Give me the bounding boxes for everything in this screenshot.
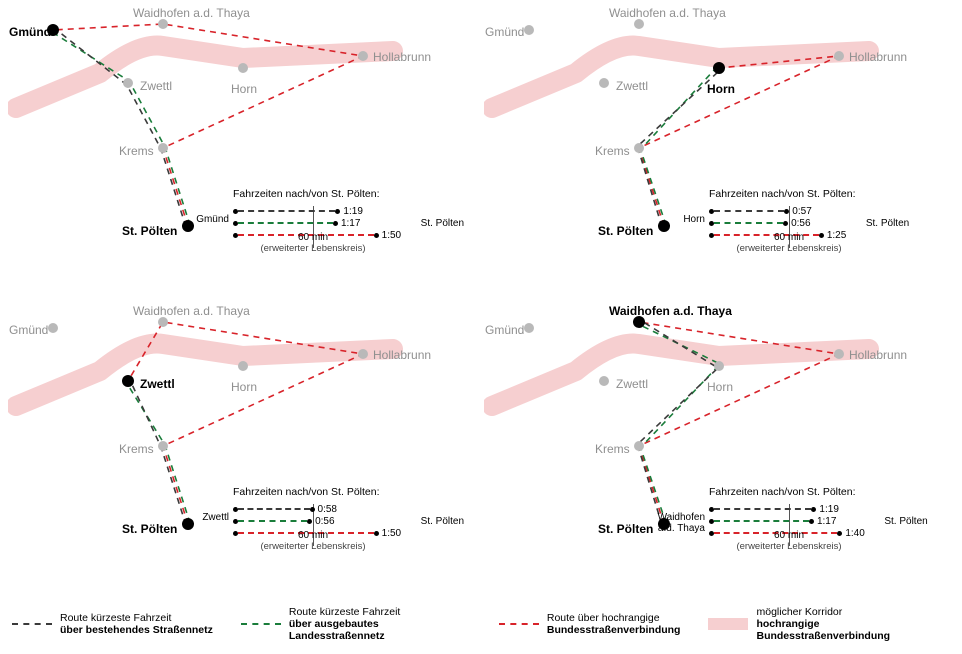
route-panel-3: Gmünd Waidhofen a.d. Thaya Zwettl Horn Holla… [484,306,954,598]
legend-text-bold: hochrangige Bundesstraßenverbindung [756,618,938,642]
travel-time-legend: Fahrzeiten nach/von St. Pölten:ZwettlSt.… [233,486,483,552]
legend-line-swatch [12,617,52,631]
legend-text-light: Route kürzeste Fahrzeit [289,606,471,618]
tt-time-red: 1:50 [382,528,401,539]
city-label-krems: Krems [119,144,154,158]
tt-time-green: 1:17 [817,516,836,527]
tt-time-black: 0:58 [318,504,337,515]
tt-time-green: 0:56 [315,516,334,527]
tt-time-black: 1:19 [819,504,838,515]
legend-item-0: Route kürzeste Fahrzeitüber bestehendes … [12,606,213,642]
bottom-legend: Route kürzeste Fahrzeitüber bestehendes … [8,598,954,646]
tt-time-black: 0:57 [792,206,811,217]
legend-text-bold: über ausgebautes Landesstraßennetz [289,618,471,642]
tt-dest: St. Pölten [421,516,464,527]
tt-origin: Horn [683,214,705,225]
city-label-zwettl: Zwettl [616,377,648,391]
city-label-zwettl: Zwettl [140,377,175,391]
city-label-krems: Krems [595,144,630,158]
tt-time-green: 1:17 [341,218,360,229]
tt-title: Fahrzeiten nach/von St. Pölten: [233,486,483,498]
legend-item-2: Route über hochrangigeBundesstraßenverbi… [499,606,681,642]
route-panel-2: Gmünd Waidhofen a.d. Thaya Zwettl Horn Holla… [8,306,478,598]
city-label-waidhofen: Waidhofen a.d. Thaya [133,304,250,318]
city-label-hollabrunn: Hollabrunn [849,50,907,64]
city-label-gmuend: Gmünd [9,25,51,39]
legend-text-bold: Bundesstraßenverbindung [547,624,681,636]
travel-time-legend: Fahrzeiten nach/von St. Pölten:GmündSt. … [233,188,483,254]
diagram-grid: Gmünd Waidhofen a.d. Thaya Zwettl Horn Holla… [8,8,954,598]
city-label-stpoelten: St. Pölten [122,224,177,238]
tt-time-green: 0:56 [791,218,810,229]
city-label-horn: Horn [707,82,735,96]
city-label-krems: Krems [119,442,154,456]
tt-origin: Zwettl [202,512,229,523]
tt-dest: St. Pölten [866,218,909,229]
city-label-zwettl: Zwettl [140,79,172,93]
legend-line-swatch [241,617,281,631]
city-label-waidhofen: Waidhofen a.d. Thaya [609,304,732,318]
city-label-horn: Horn [707,380,733,394]
legend-text-light: Route über hochrangige [547,612,681,624]
city-label-stpoelten: St. Pölten [598,224,653,238]
city-label-stpoelten: St. Pölten [122,522,177,536]
legend-line-swatch [499,617,539,631]
legend-text-bold: über bestehendes Straßennetz [60,624,213,636]
tt-time-red: 1:50 [382,230,401,241]
travel-time-legend: Fahrzeiten nach/von St. Pölten:Waidhofen… [709,486,959,552]
route-panel-1: Gmünd Waidhofen a.d. Thaya Zwettl Horn Holla… [484,8,954,300]
city-label-horn: Horn [231,380,257,394]
legend-area-swatch [708,617,748,631]
tt-time-black: 1:19 [343,206,362,217]
tt-title: Fahrzeiten nach/von St. Pölten: [709,188,959,200]
tt-60min-label: 60 min [774,530,804,541]
travel-time-legend: Fahrzeiten nach/von St. Pölten:HornSt. P… [709,188,959,254]
tt-origin: Waidhofena.d. Thaya [658,512,705,534]
tt-dest: St. Pölten [884,516,927,527]
city-label-krems: Krems [595,442,630,456]
tt-origin: Gmünd [196,214,229,225]
city-label-gmuend: Gmünd [485,25,524,39]
city-label-hollabrunn: Hollabrunn [849,348,907,362]
tt-time-red: 1:40 [845,528,864,539]
tt-60min-caption: (erweiterter Lebenskreis) [736,541,841,552]
tt-60min-label: 60 min [298,232,328,243]
city-label-gmuend: Gmünd [9,323,48,337]
legend-text-light: möglicher Korridor [756,606,938,618]
legend-text-light: Route kürzeste Fahrzeit [60,612,213,624]
legend-item-1: Route kürzeste Fahrzeitüber ausgebautes … [241,606,471,642]
city-label-waidhofen: Waidhofen a.d. Thaya [133,6,250,20]
city-label-zwettl: Zwettl [616,79,648,93]
tt-60min-caption: (erweiterter Lebenskreis) [260,243,365,254]
tt-60min-caption: (erweiterter Lebenskreis) [260,541,365,552]
tt-dest: St. Pölten [421,218,464,229]
city-label-hollabrunn: Hollabrunn [373,348,431,362]
route-panel-0: Gmünd Waidhofen a.d. Thaya Zwettl Horn Holla… [8,8,478,300]
city-label-waidhofen: Waidhofen a.d. Thaya [609,6,726,20]
tt-title: Fahrzeiten nach/von St. Pölten: [709,486,959,498]
tt-60min-caption: (erweiterter Lebenskreis) [736,243,841,254]
city-label-gmuend: Gmünd [485,323,524,337]
tt-60min-label: 60 min [774,232,804,243]
city-label-hollabrunn: Hollabrunn [373,50,431,64]
city-label-stpoelten: St. Pölten [598,522,653,536]
tt-title: Fahrzeiten nach/von St. Pölten: [233,188,483,200]
city-label-horn: Horn [231,82,257,96]
legend-item-3: möglicher Korridorhochrangige Bundesstra… [708,606,938,642]
tt-60min-label: 60 min [298,530,328,541]
